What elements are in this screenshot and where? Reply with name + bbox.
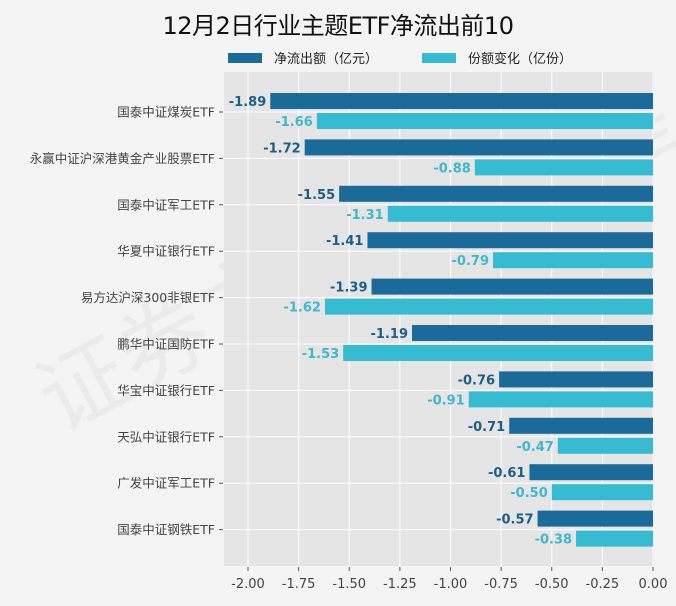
data-label-net-outflow: -1.19 [371, 327, 408, 342]
y-tick-label: 华夏中证银行ETF [117, 244, 215, 259]
legend-label-net-outflow: 净流出额（亿元） [274, 52, 379, 67]
data-label-net-outflow: -1.39 [330, 281, 367, 296]
data-label-net-outflow: -1.55 [298, 188, 335, 203]
bar-share-change [474, 159, 653, 176]
bar-share-change [551, 484, 653, 501]
data-label-net-outflow: -0.76 [458, 373, 495, 388]
bar-share-change [324, 298, 653, 315]
y-tick-label: 华宝中证银行ETF [117, 383, 215, 398]
bar-net-outflow [304, 139, 653, 156]
data-label-share-change: -1.66 [275, 115, 312, 130]
x-tick-label: -1.75 [282, 577, 316, 592]
y-tick-label: 广发中证军工ETF [117, 476, 215, 491]
x-tick-label: -0.50 [535, 577, 569, 592]
bar-net-outflow [339, 185, 653, 202]
bar-share-change [316, 113, 653, 129]
x-tick-label: -0.25 [586, 577, 620, 592]
bar-net-outflow [529, 464, 653, 481]
bar-share-change [343, 345, 653, 361]
bar-net-outflow [367, 232, 653, 249]
bar-net-outflow [371, 278, 653, 295]
bar-net-outflow [412, 325, 653, 341]
bar-share-change [557, 437, 653, 454]
data-label-share-change: -1.53 [302, 347, 339, 362]
data-label-share-change: -1.62 [283, 301, 320, 316]
bar-share-change [576, 530, 653, 547]
data-label-net-outflow: -0.61 [488, 466, 525, 481]
data-label-share-change: -0.79 [452, 254, 489, 269]
bar-net-outflow [509, 417, 653, 434]
y-tick-label: 国泰中证军工ETF [117, 197, 215, 212]
bar-net-outflow [499, 371, 653, 388]
data-label-net-outflow: -1.89 [229, 95, 266, 110]
data-label-share-change: -0.91 [427, 393, 464, 408]
data-label-net-outflow: -1.41 [326, 234, 363, 249]
data-label-share-change: -0.88 [433, 161, 470, 176]
x-tick-label: -1.00 [434, 577, 468, 592]
y-tick-label: 鹏华中证国防ETF [117, 337, 215, 352]
bar-share-change [493, 252, 653, 269]
data-label-share-change: -0.50 [510, 486, 547, 501]
bar-share-change [387, 205, 653, 222]
data-label-share-change: -1.31 [346, 208, 383, 223]
x-tick-label: -1.25 [383, 577, 417, 592]
y-tick-label: 永赢中证沪深港黄金产业股票ETF [30, 151, 215, 166]
y-tick-label: 易方达沪深300非银ETF [81, 290, 215, 305]
data-label-net-outflow: -1.72 [263, 141, 300, 156]
x-tick-label: 0.00 [639, 577, 668, 592]
y-tick-label: 国泰中证钢铁ETF [117, 522, 215, 537]
legend-item-net-outflow[interactable]: 净流出额（亿元） [228, 48, 378, 67]
legend-swatch-net-outflow [228, 52, 262, 63]
legend-item-share-change[interactable]: 份额变化（亿份） [422, 48, 572, 67]
y-tick-label: 国泰中证煤炭ETF [117, 105, 215, 120]
x-tick-label: -1.50 [332, 577, 366, 592]
chart-title: 12月2日行业主题ETF净流出前10 [162, 12, 514, 40]
y-tick-label: 天弘中证银行ETF [117, 429, 215, 444]
legend: 净流出额（亿元） 份额变化（亿份） [228, 48, 616, 67]
x-tick-label: -0.75 [484, 577, 518, 592]
legend-swatch-share-change [422, 52, 457, 63]
x-tick-label: -2.00 [231, 577, 265, 592]
data-label-share-change: -0.47 [516, 440, 553, 455]
bar-share-change [468, 391, 653, 408]
bar-net-outflow [270, 93, 653, 109]
legend-label-share-change: 份额变化（亿份） [468, 52, 573, 67]
data-label-share-change: -0.38 [535, 533, 572, 548]
data-label-net-outflow: -0.57 [496, 513, 533, 528]
data-label-net-outflow: -0.71 [468, 420, 505, 435]
bar-net-outflow [537, 510, 653, 527]
